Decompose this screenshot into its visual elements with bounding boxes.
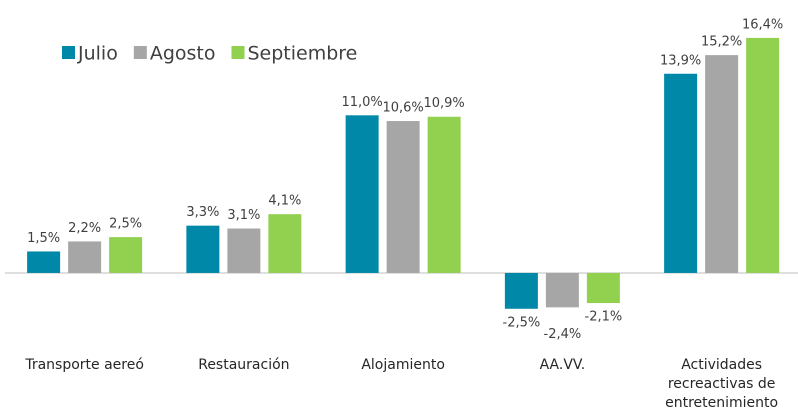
legend-swatch [62,46,75,59]
bar [68,241,102,273]
data-label: 2,2% [68,221,101,236]
data-label: -2,1% [585,310,623,325]
data-label: 3,1% [227,208,260,223]
data-label: 10,9% [423,96,464,111]
bar [586,272,620,304]
data-label: -2,4% [544,327,582,342]
bar [545,272,579,308]
category-label: Transporte aereó [25,357,144,373]
legend-label: Julio [77,43,118,65]
data-label: 2,5% [109,217,142,232]
category-label: Actividades recreactivas de entretenimie… [665,357,779,411]
data-label: 11,0% [341,95,382,110]
bar [109,237,143,273]
data-label: 10,6% [382,101,423,116]
bar [345,115,379,273]
bar [427,116,461,273]
data-label: 13,9% [660,53,701,68]
data-label: -2,5% [503,315,541,330]
bar [227,228,261,273]
bar [386,121,420,273]
data-label: 15,2% [701,35,742,50]
category-label: Restauración [198,357,290,373]
bar [27,251,61,273]
bar [705,55,739,273]
legend-label: Septiembre [247,43,357,65]
legend-swatch [231,46,245,59]
category-label: Alojamiento [361,357,445,373]
bar [746,37,780,273]
legend-swatch [133,46,147,59]
bar [186,225,220,273]
category-label: AA.VV. [539,357,586,373]
data-label: 4,1% [268,194,301,209]
data-label: 16,4% [742,17,783,32]
legend-label: Agosto [150,43,216,65]
bar [664,73,698,273]
data-label: 1,5% [27,231,60,246]
data-label: 3,3% [186,205,219,220]
bar [268,214,302,273]
bar [504,272,538,309]
